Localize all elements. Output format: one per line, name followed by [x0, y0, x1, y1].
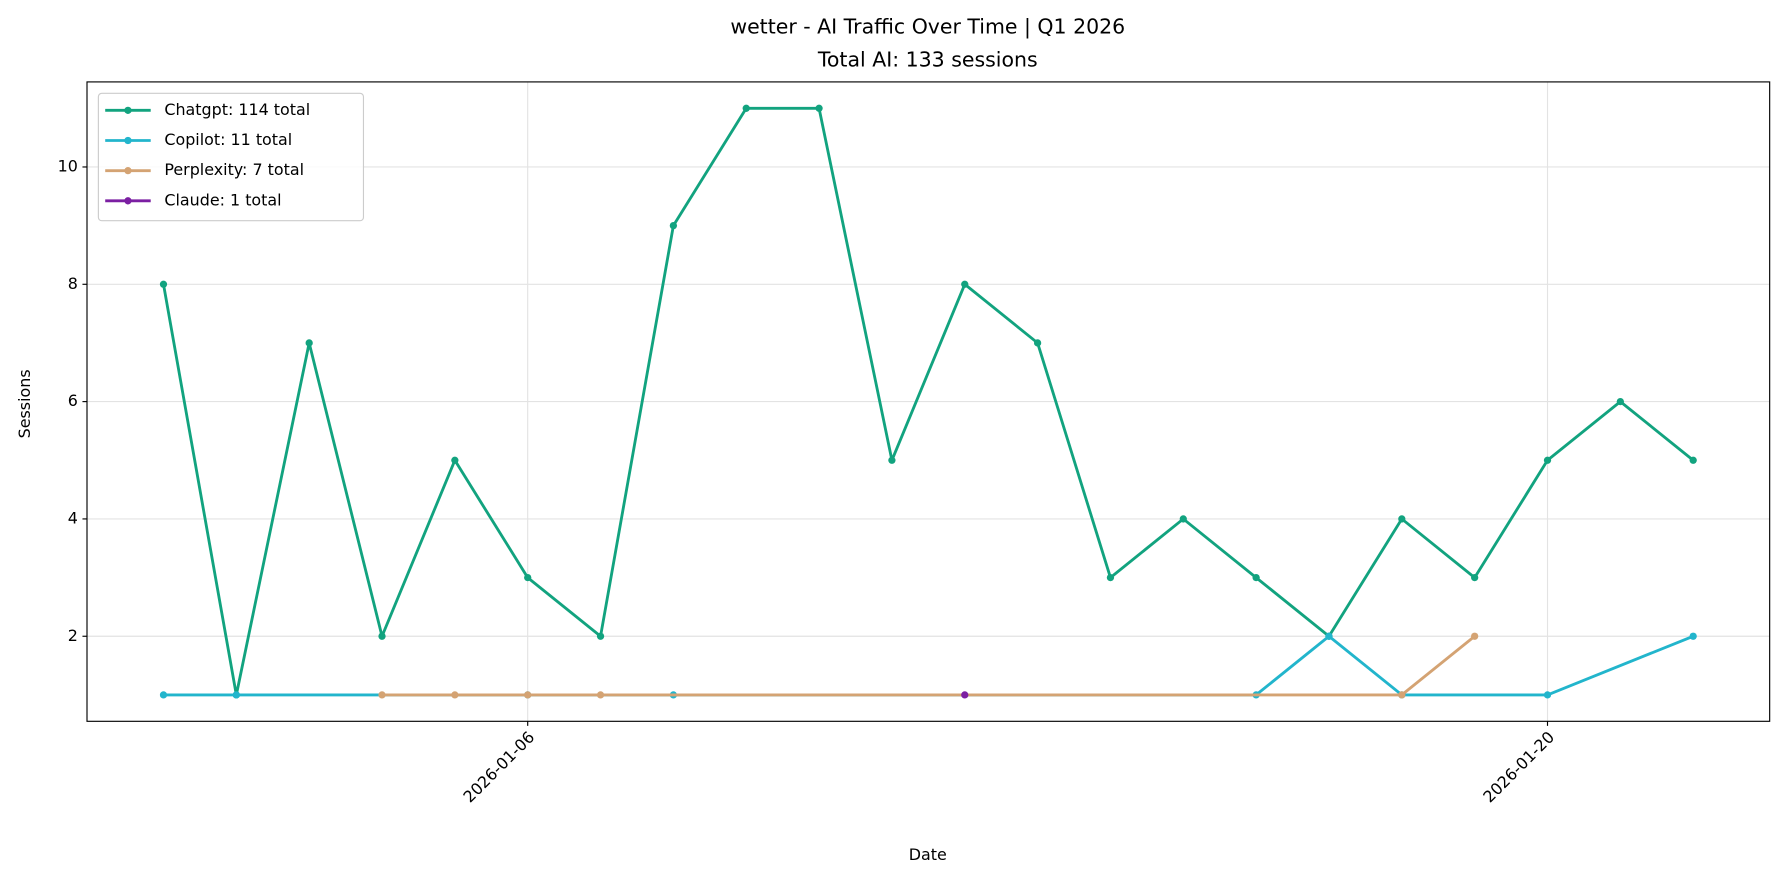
- point: [1033, 339, 1042, 347]
- chart-title: wetter - AI Traffic Over Time | Q1 2026: [730, 14, 1125, 39]
- point: [1689, 456, 1697, 464]
- x-tick-label: 2026-01-06: [459, 728, 538, 807]
- legend-label: Copilot: 11 total: [164, 130, 292, 149]
- point: [159, 691, 168, 699]
- point: [1325, 632, 1333, 640]
- point: [524, 691, 532, 699]
- y-axis-label: Sessions: [15, 369, 34, 438]
- point: [596, 632, 605, 640]
- point: [669, 221, 678, 230]
- point: [888, 456, 896, 464]
- point: [1689, 632, 1697, 640]
- legend-marker: [124, 167, 132, 175]
- point: [961, 691, 969, 699]
- point: [1398, 691, 1406, 699]
- y-tick-label: 4: [68, 508, 78, 527]
- legend-marker: [124, 136, 132, 145]
- point: [524, 573, 532, 582]
- series-line: [382, 635, 1476, 697]
- legend-label: Claude: 1 total: [164, 190, 281, 209]
- point: [1471, 632, 1479, 640]
- point: [1398, 515, 1406, 523]
- point: [159, 280, 168, 288]
- point: [815, 104, 823, 112]
- y-tick-label: 6: [68, 391, 78, 410]
- series-line: [162, 106, 1695, 697]
- point: [1252, 573, 1260, 582]
- point: [378, 691, 386, 699]
- plot-frame: [86, 81, 1771, 722]
- point: [1616, 397, 1624, 406]
- legend-box: [97, 92, 365, 222]
- legend-marker: [124, 106, 132, 114]
- y-tick-label: 10: [58, 156, 78, 175]
- y-tick-label: 8: [68, 274, 78, 293]
- point: [961, 280, 969, 288]
- point: [232, 691, 240, 699]
- point: [596, 691, 605, 699]
- x-tick-label: 2026-01-20: [1479, 728, 1558, 807]
- point: [1543, 691, 1552, 699]
- point: [305, 339, 313, 347]
- legend-label: Chatgpt: 114 total: [164, 100, 310, 119]
- point: [451, 456, 459, 464]
- point: [742, 104, 750, 112]
- point: [378, 632, 386, 640]
- chart-subtitle: Total AI: 133 sessions: [817, 47, 1038, 71]
- point: [1471, 573, 1479, 582]
- legend-label: Perplexity: 7 total: [164, 160, 304, 179]
- legend-marker: [124, 197, 132, 205]
- y-tick-label: 2: [68, 626, 78, 645]
- point: [1106, 573, 1115, 582]
- point: [1543, 456, 1552, 464]
- point: [1179, 515, 1187, 523]
- point: [451, 691, 459, 699]
- x-axis-label: Date: [909, 845, 947, 864]
